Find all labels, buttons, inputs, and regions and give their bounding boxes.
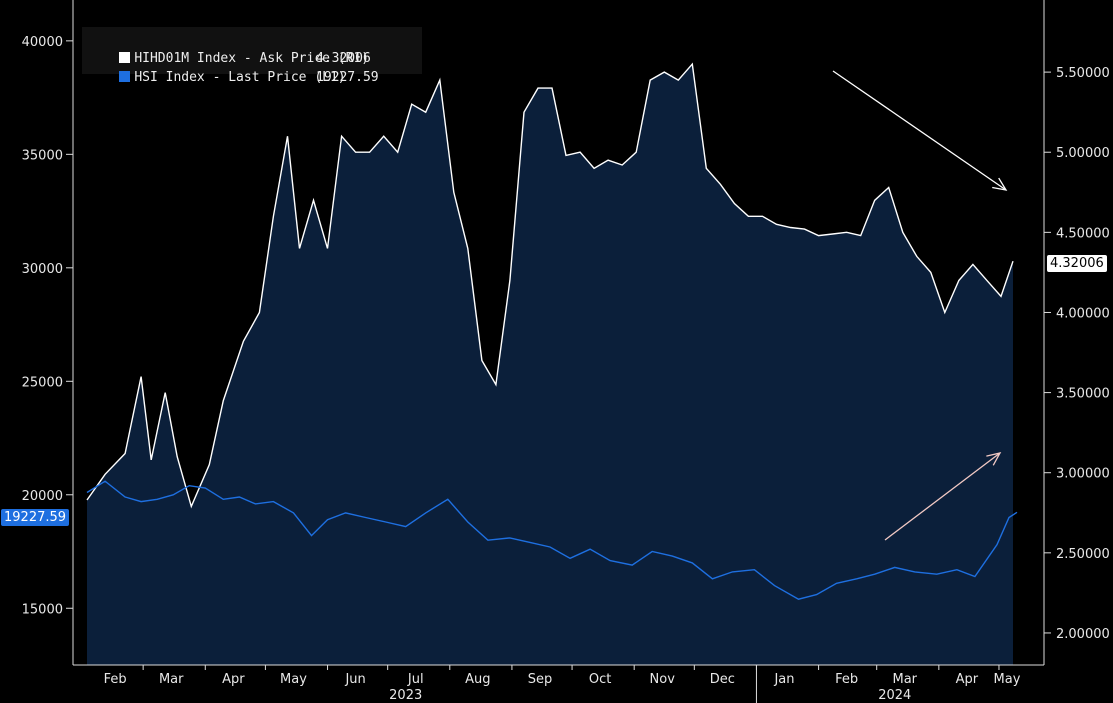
area-layer [87, 64, 1013, 666]
right-tick-label: 2.50000 [1056, 547, 1110, 562]
x-tick-label: Jul [407, 672, 424, 687]
left-tick-label: 35000 [22, 148, 63, 163]
trend-arrow-up-head [986, 452, 1002, 466]
right-tick-label: 5.50000 [1056, 66, 1110, 81]
annotation-layer [832, 70, 1008, 541]
x-tick-label: Sep [528, 672, 553, 687]
right-tick-label: 2.00000 [1056, 627, 1110, 642]
x-tick-label: May [280, 672, 307, 687]
x-tick-label: May [994, 672, 1021, 687]
right-tick-label: 3.50000 [1056, 387, 1110, 402]
series-line-0 [86, 62, 1014, 509]
legend-swatch-r1 [119, 52, 131, 63]
legend-value-r1: 4.32006 [316, 51, 371, 66]
legend-value-l1: 19227.59 [316, 70, 379, 85]
x-tick-label: Nov [650, 672, 676, 687]
x-tick-label: Dec [710, 672, 735, 687]
trend-arrow-down-head [992, 177, 1008, 191]
line-layer [86, 62, 1018, 600]
x-tick-label: Feb [104, 672, 127, 687]
year-label: 2024 [878, 688, 911, 703]
year-label: 2023 [389, 688, 422, 703]
left-last-value-tag: 19227.59 [1, 509, 70, 526]
x-tick-label: Aug [465, 672, 490, 687]
legend-item-l1: HSI Index - Last Price (L1) 19227.59 [88, 51, 379, 85]
left-tick-label: 15000 [22, 602, 63, 617]
left-tick-label: 30000 [22, 262, 63, 277]
right-tick-label: 5.00000 [1056, 146, 1110, 161]
axis-layer: 15000 20000 25000 30000 35000 40000 2.00000 2.5… [22, 0, 1110, 703]
x-tick-label: Feb [835, 672, 858, 687]
right-tick-label: 4.50000 [1056, 226, 1110, 241]
left-tick-label: 20000 [22, 489, 63, 504]
x-tick-label: Mar [159, 672, 184, 687]
trend-arrow-down [832, 70, 1007, 191]
x-tick-label: Jun [344, 672, 365, 687]
x-tick-label: Oct [589, 672, 611, 687]
series-area-fill-0 [87, 64, 1013, 666]
legend-swatch-l1 [119, 71, 131, 82]
x-tick-label: Mar [892, 672, 917, 687]
legend-item-r1: HIHD01M Index - Ask Price (R1) 4.32006 [88, 32, 371, 66]
legend: HIHD01M Index - Ask Price (R1) 4.32006 HS… [82, 27, 422, 85]
right-tick-label: 3.00000 [1056, 467, 1110, 482]
left-tick-label: 25000 [22, 375, 63, 390]
series-line-1 [86, 480, 1018, 600]
right-tick-label: 4.00000 [1056, 306, 1110, 321]
x-tick-label: Apr [956, 672, 979, 687]
left-tick-label: 40000 [22, 35, 63, 50]
right-last-value-tag: 4.32006 [1047, 255, 1107, 272]
x-tick-label: Apr [222, 672, 245, 687]
trend-arrow-up [884, 452, 1001, 541]
legend-label-r1: HIHD01M Index - Ask Price (R1) [134, 51, 370, 66]
legend-label-l1: HSI Index - Last Price (L1) [134, 70, 346, 85]
x-tick-label: Jan [773, 672, 794, 687]
